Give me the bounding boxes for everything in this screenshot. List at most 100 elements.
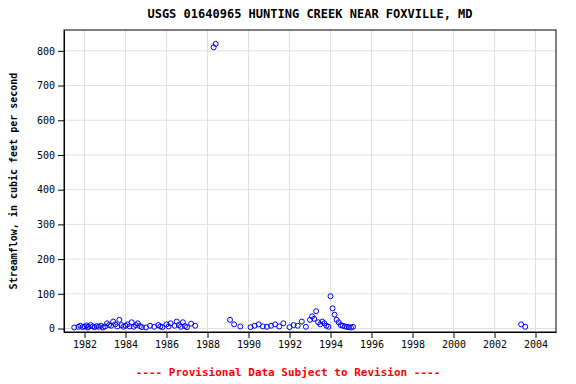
- grid-line-x: [371, 30, 372, 332]
- y-tick: 100: [37, 289, 64, 300]
- x-tick-mark: [167, 332, 168, 338]
- x-tick-label: 1994: [319, 339, 343, 350]
- y-tick-label: 500: [37, 150, 55, 161]
- x-axis-line: [65, 332, 557, 333]
- y-tick-mark: [58, 259, 64, 260]
- y-tick: 200: [37, 254, 64, 265]
- point: [523, 324, 528, 329]
- x-tick: 1984: [114, 332, 138, 350]
- x-tick: 1982: [73, 332, 97, 350]
- x-tick: 1992: [278, 332, 302, 350]
- grid-line-x: [84, 30, 85, 332]
- y-tick: 500: [37, 150, 64, 161]
- y-axis-label: Streamflow, in cubic feet per second: [8, 73, 19, 290]
- x-tick: 1988: [196, 332, 220, 350]
- x-tick-label: 1990: [237, 339, 261, 350]
- y-tick: 400: [37, 184, 64, 195]
- y-tick-label: 0: [49, 323, 55, 334]
- x-tick-mark: [372, 332, 373, 338]
- grid-line-x: [166, 30, 167, 332]
- x-tick-mark: [208, 332, 209, 338]
- x-tick-label: 1996: [360, 339, 384, 350]
- y-tick-label: 800: [37, 46, 55, 57]
- y-tick: 600: [37, 115, 64, 126]
- x-tick: 1998: [401, 332, 425, 350]
- point: [303, 324, 308, 329]
- grid-line-y: [64, 224, 556, 225]
- x-tick: 2000: [442, 332, 466, 350]
- y-tick-mark: [58, 120, 64, 121]
- x-tick-mark: [85, 332, 86, 338]
- x-tick-label: 1988: [196, 339, 220, 350]
- x-tick-label: 1992: [278, 339, 302, 350]
- point: [213, 41, 218, 46]
- subtitle: ---- Provisional Data Subject to Revisio…: [136, 366, 441, 379]
- grid-line-x: [248, 30, 249, 332]
- y-tick-mark: [58, 190, 64, 191]
- x-tick-mark: [536, 332, 537, 338]
- y-tick-mark: [58, 329, 64, 330]
- y-tick-label: 600: [37, 115, 55, 126]
- y-tick-label: 200: [37, 254, 55, 265]
- grid-line-x: [453, 30, 454, 332]
- y-tick-label: 400: [37, 184, 55, 195]
- x-tick-mark: [331, 332, 332, 338]
- point: [299, 319, 304, 324]
- y-tick-mark: [58, 294, 64, 295]
- y-tick-mark: [58, 155, 64, 156]
- x-tick: 1994: [319, 332, 343, 350]
- y-tick: 700: [37, 80, 64, 91]
- x-axis: 1982 1984 1986 1988 1990 1992 1994 1996 1998 2000…: [65, 332, 557, 350]
- grid-line-x: [289, 30, 290, 332]
- chart: 1982198419861988199019921994199619982000…: [0, 0, 576, 384]
- grid-line-x: [330, 30, 331, 332]
- x-tick: 2004: [524, 332, 548, 350]
- point: [228, 317, 233, 322]
- point: [238, 324, 243, 329]
- point: [281, 321, 286, 326]
- x-tick-label: 2004: [524, 339, 548, 350]
- grid-line-y: [64, 120, 556, 121]
- x-tick: 1986: [155, 332, 179, 350]
- y-tick-mark: [58, 51, 64, 52]
- point: [232, 322, 237, 327]
- grid-line-y: [64, 85, 556, 86]
- point: [326, 324, 331, 329]
- point: [295, 323, 300, 328]
- x-tick-mark: [290, 332, 291, 338]
- grid-line-x: [494, 30, 495, 332]
- x-tick-mark: [454, 332, 455, 338]
- point: [117, 317, 122, 322]
- x-tick-label: 1984: [114, 339, 138, 350]
- x-tick-mark: [126, 332, 127, 338]
- grid-line-y: [64, 50, 556, 51]
- grid-line-x: [207, 30, 208, 332]
- x-tick-label: 1982: [73, 339, 97, 350]
- point: [314, 309, 319, 314]
- x-tick-label: 1986: [155, 339, 179, 350]
- point: [193, 323, 198, 328]
- y-tick-label: 100: [37, 289, 55, 300]
- y-axis-line: [64, 31, 65, 333]
- grid: [64, 30, 556, 332]
- x-tick-label: 2002: [483, 339, 507, 350]
- x-tick: 1996: [360, 332, 384, 350]
- grid-line-x: [412, 30, 413, 332]
- y-tick: 800: [37, 46, 64, 57]
- points: [72, 41, 528, 330]
- x-tick: 2002: [483, 332, 507, 350]
- title: USGS 01640965 HUNTING CREEK NEAR FOXVILL…: [147, 7, 472, 21]
- y-tick: 300: [37, 219, 64, 230]
- y-tick-mark: [58, 86, 64, 87]
- grid-line-x: [125, 30, 126, 332]
- y-axis: 0 100 200 300 400 500 600 700 800: [37, 31, 65, 335]
- point: [330, 306, 335, 311]
- grid-line-y: [64, 293, 556, 294]
- y-tick-label: 300: [37, 219, 55, 230]
- grid-line-y: [64, 259, 556, 260]
- plot-area: 1982198419861988199019921994199619982000…: [37, 30, 557, 350]
- y-tick-mark: [58, 224, 64, 225]
- point: [332, 312, 337, 317]
- x-tick-mark: [413, 332, 414, 338]
- x-tick-label: 2000: [442, 339, 466, 350]
